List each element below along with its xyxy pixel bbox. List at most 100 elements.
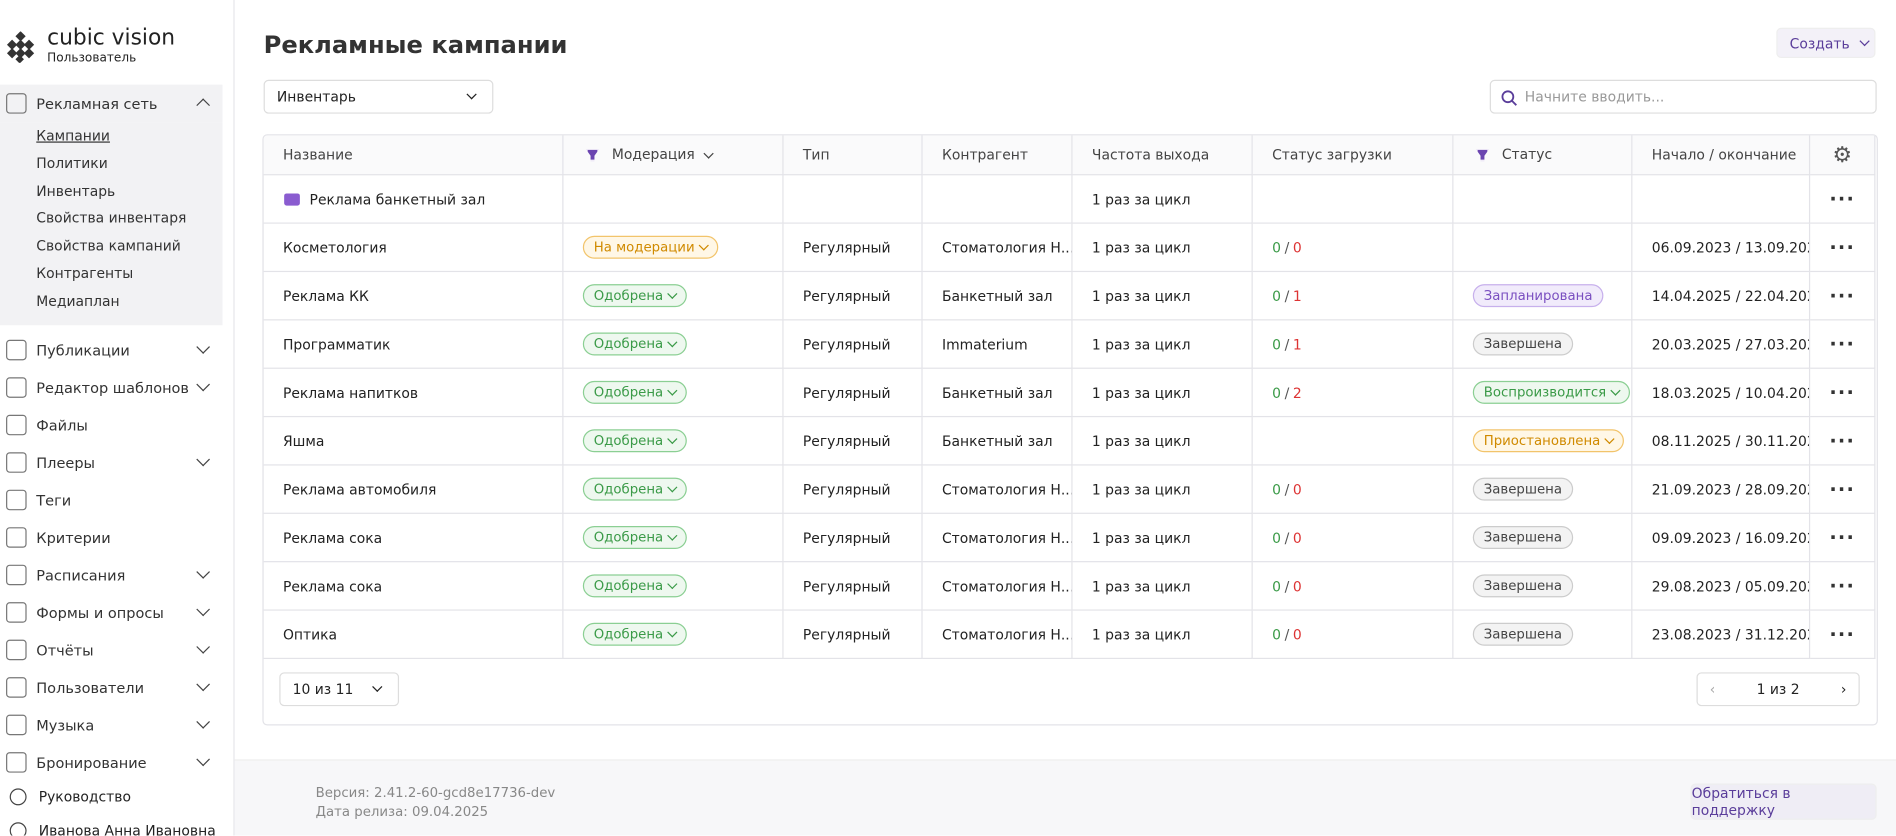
row: Реклама автомобиля Одобрена Регулярный Стом… xyxy=(263,464,1876,514)
upload-done: 0 xyxy=(1272,577,1281,595)
header-row: Название Модерация Тип Контрагент Частота вы… xyxy=(263,135,1876,176)
tag[interactable]: Одобрена xyxy=(582,526,688,549)
cell-upload: 0/0 xyxy=(1251,512,1454,563)
create-label: Создать xyxy=(1789,34,1850,52)
cell-counterparty: Стоматология Н... xyxy=(921,222,1073,273)
type: Регулярный xyxy=(802,383,891,401)
nav-label: Формы и опросы xyxy=(36,603,164,621)
name: Реклама банкетный зал xyxy=(309,190,486,208)
next[interactable]: › xyxy=(1840,680,1847,698)
counterparty: Стоматология Н... xyxy=(941,577,1072,595)
cell-upload: 0/0 xyxy=(1251,222,1454,273)
cell-dates: 08.11.2025 / 30.11.2025 xyxy=(1631,415,1811,466)
bottom-link[interactable]: Иванова Анна Ивановна xyxy=(9,822,228,836)
search[interactable]: Начните вводить... xyxy=(1489,79,1877,114)
row-menu[interactable]: ··· xyxy=(1808,512,1876,563)
nav-item[interactable]: Рекламная сеть xyxy=(0,84,223,123)
tag[interactable]: Одобрена xyxy=(582,574,688,598)
cell-counterparty: Банкетный зал xyxy=(921,367,1073,418)
chevron xyxy=(196,602,210,617)
nav-item[interactable]: Пользователи xyxy=(0,669,222,706)
name: Реклама сока xyxy=(282,529,383,546)
column-header[interactable]: Название xyxy=(263,135,564,176)
nav-subitem[interactable]: Медиаплан xyxy=(36,292,120,310)
cell-moderation: На модерации xyxy=(562,222,784,273)
tag[interactable]: Одобрена xyxy=(582,332,688,356)
icon xyxy=(9,822,27,836)
column-header[interactable]: Статус xyxy=(1452,135,1633,176)
column-header[interactable]: Контрагент xyxy=(921,135,1073,176)
cell-dates: 09.09.2023 / 16.09.2023 xyxy=(1631,512,1811,563)
nav-subitem[interactable]: Свойства инвентаря xyxy=(36,209,187,227)
cell-status: Завершена xyxy=(1452,464,1633,514)
row-menu[interactable]: ··· xyxy=(1808,464,1876,514)
prev[interactable]: ‹ xyxy=(1709,680,1716,698)
column-header[interactable]: Начало / окончание xyxy=(1631,135,1811,176)
row-menu[interactable]: ··· xyxy=(1808,319,1876,369)
bottom-label: Руководство xyxy=(38,788,131,806)
tag[interactable]: Воспроизводится xyxy=(1472,380,1631,404)
cell-upload xyxy=(1251,174,1454,224)
column-header[interactable]: Тип xyxy=(782,135,923,176)
nav-item[interactable]: Музыка xyxy=(0,706,222,743)
cell-frequency: 1 раз за цикл xyxy=(1071,415,1253,466)
tag[interactable]: На модерации xyxy=(582,235,719,259)
logo xyxy=(6,31,35,63)
bottom-link[interactable]: Руководство xyxy=(9,788,228,806)
nav-subitem[interactable]: Инвентарь xyxy=(36,182,116,200)
chevron xyxy=(196,640,210,654)
nav-item[interactable]: Бронирование xyxy=(0,744,222,781)
tag[interactable]: Одобрена xyxy=(582,380,688,404)
tag[interactable]: Одобрена xyxy=(582,477,688,501)
dates: 18.03.2025 / 10.04.2025 xyxy=(1651,383,1810,401)
cell-upload: 0/1 xyxy=(1251,270,1454,321)
frequency: 1 раз за цикл xyxy=(1091,432,1191,450)
counterparty: Immaterium xyxy=(941,335,1028,353)
row-menu[interactable]: ··· xyxy=(1808,367,1876,418)
row-menu[interactable]: ··· xyxy=(1808,609,1876,660)
settings[interactable]: ⚙ xyxy=(1808,135,1876,176)
column-header[interactable]: Модерация xyxy=(562,135,784,176)
tag[interactable]: Приостановлена xyxy=(1472,429,1625,453)
support-button[interactable]: Обратиться в поддержку xyxy=(1690,783,1877,820)
page-size[interactable]: 10 из 11 xyxy=(279,672,400,707)
cell-moderation: Одобрена xyxy=(562,367,784,418)
table: Название Модерация Тип Контрагент Частота вы… xyxy=(263,135,1876,660)
row-menu[interactable]: ··· xyxy=(1808,415,1876,466)
nav-item[interactable]: Публикации xyxy=(0,331,222,368)
cell-upload: 0/0 xyxy=(1251,464,1454,514)
nav-subitem[interactable]: Свойства кампаний xyxy=(36,237,181,255)
nav-item[interactable]: Редактор шаблонов xyxy=(0,369,222,406)
tag[interactable]: Одобрена xyxy=(582,622,688,646)
column-header[interactable]: Статус загрузки xyxy=(1251,135,1454,176)
nav-item[interactable]: Формы и опросы xyxy=(0,594,222,631)
nav-item[interactable]: Отчёты xyxy=(0,631,222,668)
row-menu[interactable]: ··· xyxy=(1808,222,1876,273)
tag[interactable]: Одобрена xyxy=(582,284,688,308)
nav-subitem[interactable]: Политики xyxy=(36,154,108,172)
nav-item[interactable]: Расписания xyxy=(0,556,222,593)
chevron xyxy=(196,452,210,467)
type: Регулярный xyxy=(802,529,891,546)
nav-item[interactable]: Теги xyxy=(0,481,222,518)
row-menu[interactable]: ··· xyxy=(1808,174,1876,224)
type: Регулярный xyxy=(802,238,891,256)
row-menu[interactable]: ··· xyxy=(1808,270,1876,321)
nav-subitem[interactable]: Кампании xyxy=(36,126,110,144)
counterparty: Стоматология Н... xyxy=(941,625,1072,643)
tag[interactable]: Одобрена xyxy=(582,429,688,453)
cell-status: Воспроизводится xyxy=(1452,367,1633,418)
column-header[interactable]: Частота выхода xyxy=(1071,135,1253,176)
upload-total: 0 xyxy=(1292,577,1302,595)
icon xyxy=(6,377,27,398)
tag: Завершена xyxy=(1472,332,1573,356)
nav-item[interactable]: Файлы xyxy=(0,406,222,443)
nav-item[interactable]: Критерии xyxy=(0,519,222,556)
row-menu[interactable]: ··· xyxy=(1808,561,1876,611)
counterparty: Банкетный зал xyxy=(941,383,1053,401)
filter-select[interactable]: Инвентарь xyxy=(263,79,494,114)
nav-subitem[interactable]: Контрагенты xyxy=(36,264,134,282)
nav-item[interactable]: Плееры xyxy=(0,444,222,481)
create-button[interactable]: Создать xyxy=(1776,27,1876,59)
upload-separator: / xyxy=(1284,577,1290,595)
